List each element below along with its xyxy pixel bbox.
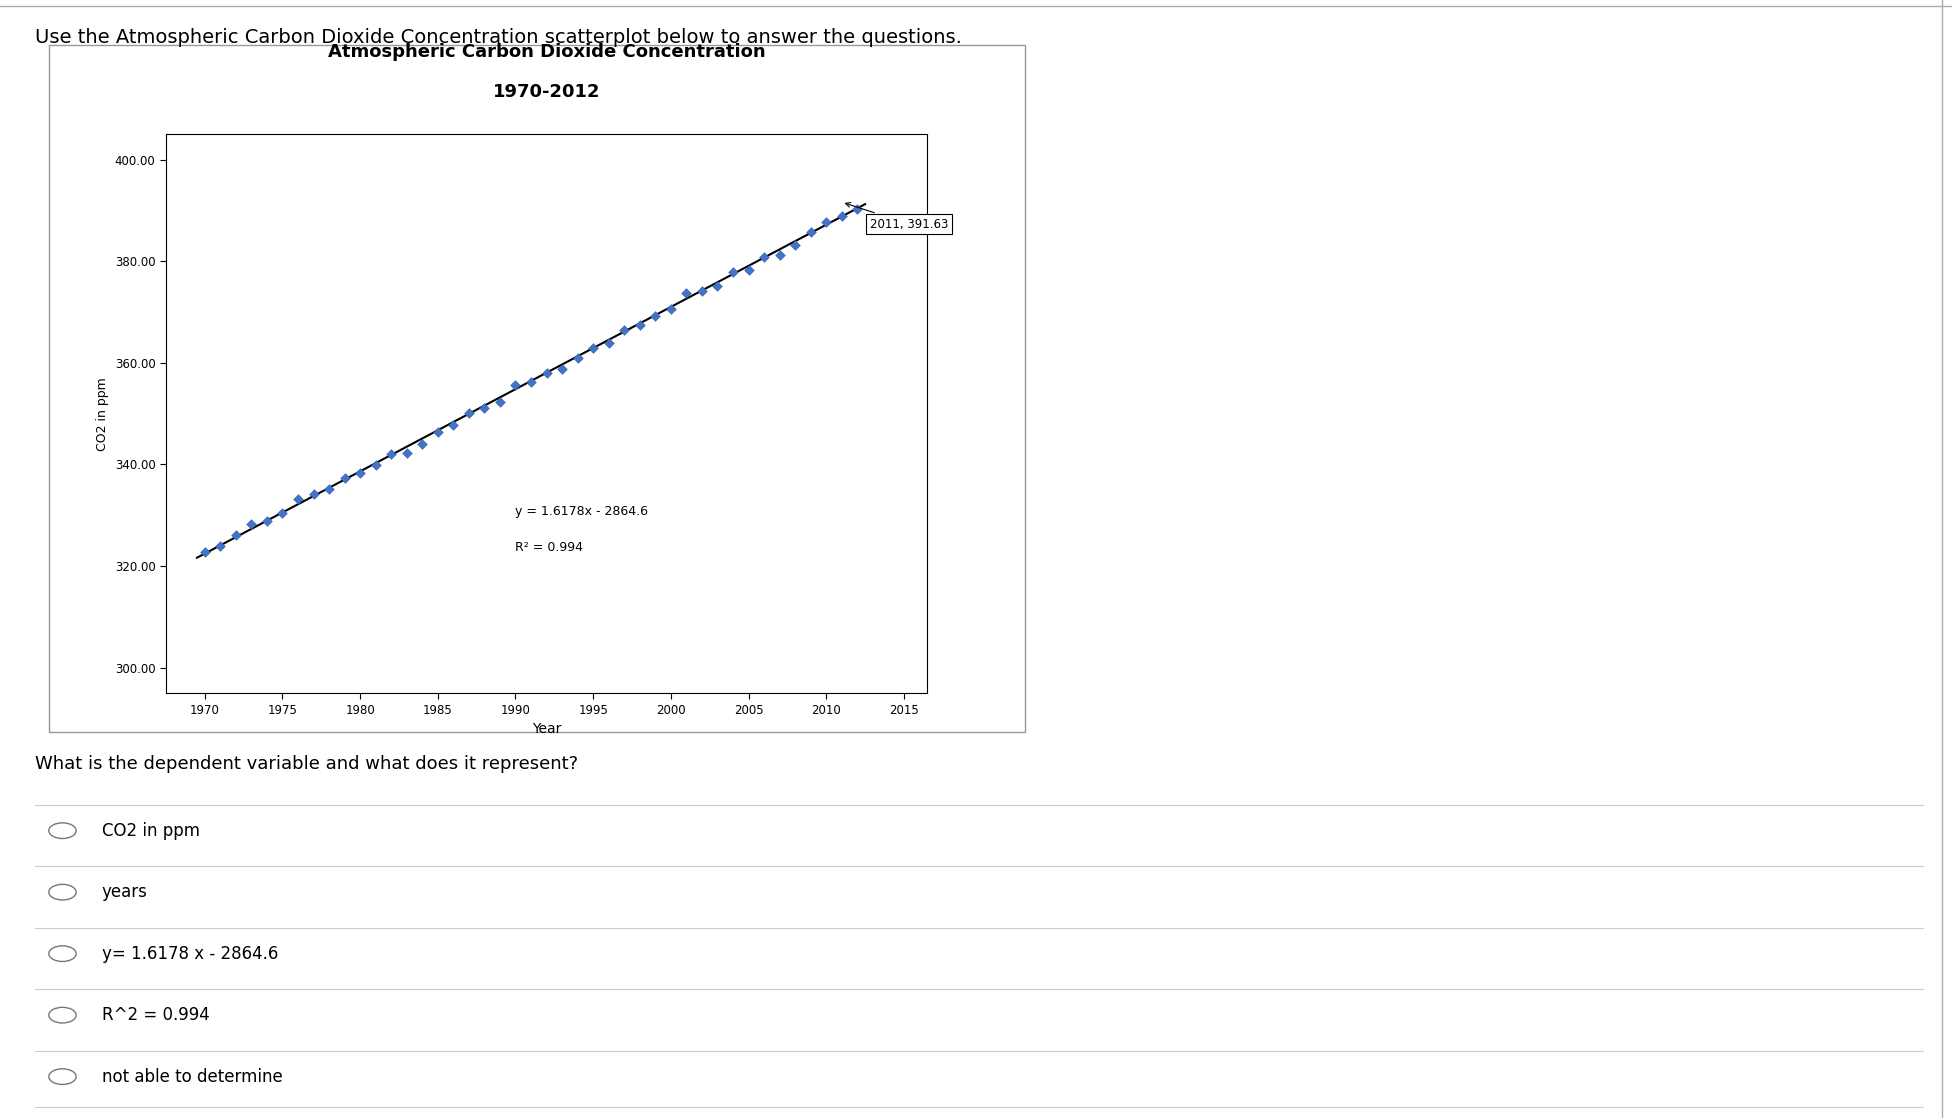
- Point: [375, 445, 406, 463]
- Point: [531, 363, 562, 381]
- Point: [732, 260, 763, 278]
- Point: [609, 322, 640, 340]
- Point: [593, 334, 625, 352]
- Point: [299, 485, 330, 503]
- Point: [562, 349, 593, 367]
- Point: [687, 282, 718, 300]
- Point: [640, 307, 671, 325]
- Text: not able to determine: not able to determine: [102, 1068, 283, 1086]
- Point: [656, 300, 687, 318]
- Point: [422, 423, 453, 440]
- Point: [344, 464, 375, 482]
- Point: [703, 276, 734, 294]
- Text: Use the Atmospheric Carbon Dioxide Concentration scatterplot below to answer the: Use the Atmospheric Carbon Dioxide Conce…: [35, 28, 962, 47]
- X-axis label: Year: Year: [531, 722, 562, 736]
- Point: [578, 339, 609, 357]
- Text: What is the dependent variable and what does it represent?: What is the dependent variable and what …: [35, 755, 578, 773]
- Point: [671, 284, 703, 302]
- Point: [484, 392, 515, 410]
- Text: y = 1.6178x - 2864.6: y = 1.6178x - 2864.6: [515, 505, 648, 518]
- Text: CO2 in ppm: CO2 in ppm: [102, 822, 199, 840]
- Point: [406, 435, 437, 453]
- Point: [314, 481, 346, 499]
- Y-axis label: CO2 in ppm: CO2 in ppm: [96, 377, 109, 451]
- Point: [826, 207, 857, 225]
- Point: [794, 224, 826, 241]
- Point: [205, 537, 236, 555]
- Point: [252, 512, 283, 530]
- Point: [763, 246, 794, 264]
- Point: [810, 214, 841, 231]
- Point: [236, 515, 267, 533]
- Point: [748, 248, 779, 266]
- Point: [437, 416, 468, 434]
- Point: [547, 360, 578, 378]
- Text: 1970-2012: 1970-2012: [492, 83, 601, 101]
- Point: [221, 527, 252, 544]
- Text: R² = 0.994: R² = 0.994: [515, 541, 584, 553]
- Point: [625, 316, 656, 334]
- Text: Atmospheric Carbon Dioxide Concentration: Atmospheric Carbon Dioxide Concentration: [328, 44, 765, 61]
- Point: [515, 372, 547, 390]
- Point: [189, 543, 221, 561]
- Text: y= 1.6178 x - 2864.6: y= 1.6178 x - 2864.6: [102, 945, 277, 963]
- Text: R^2 = 0.994: R^2 = 0.994: [102, 1006, 209, 1024]
- Point: [468, 399, 500, 417]
- Point: [453, 404, 484, 421]
- Point: [330, 468, 361, 486]
- Point: [841, 200, 873, 218]
- Text: 2011, 391.63: 2011, 391.63: [845, 202, 949, 230]
- Point: [359, 456, 390, 474]
- Point: [500, 376, 531, 394]
- Point: [779, 236, 810, 254]
- Point: [267, 504, 299, 522]
- Point: [718, 263, 750, 281]
- Text: years: years: [102, 883, 148, 901]
- Point: [283, 491, 314, 509]
- Point: [390, 444, 422, 462]
